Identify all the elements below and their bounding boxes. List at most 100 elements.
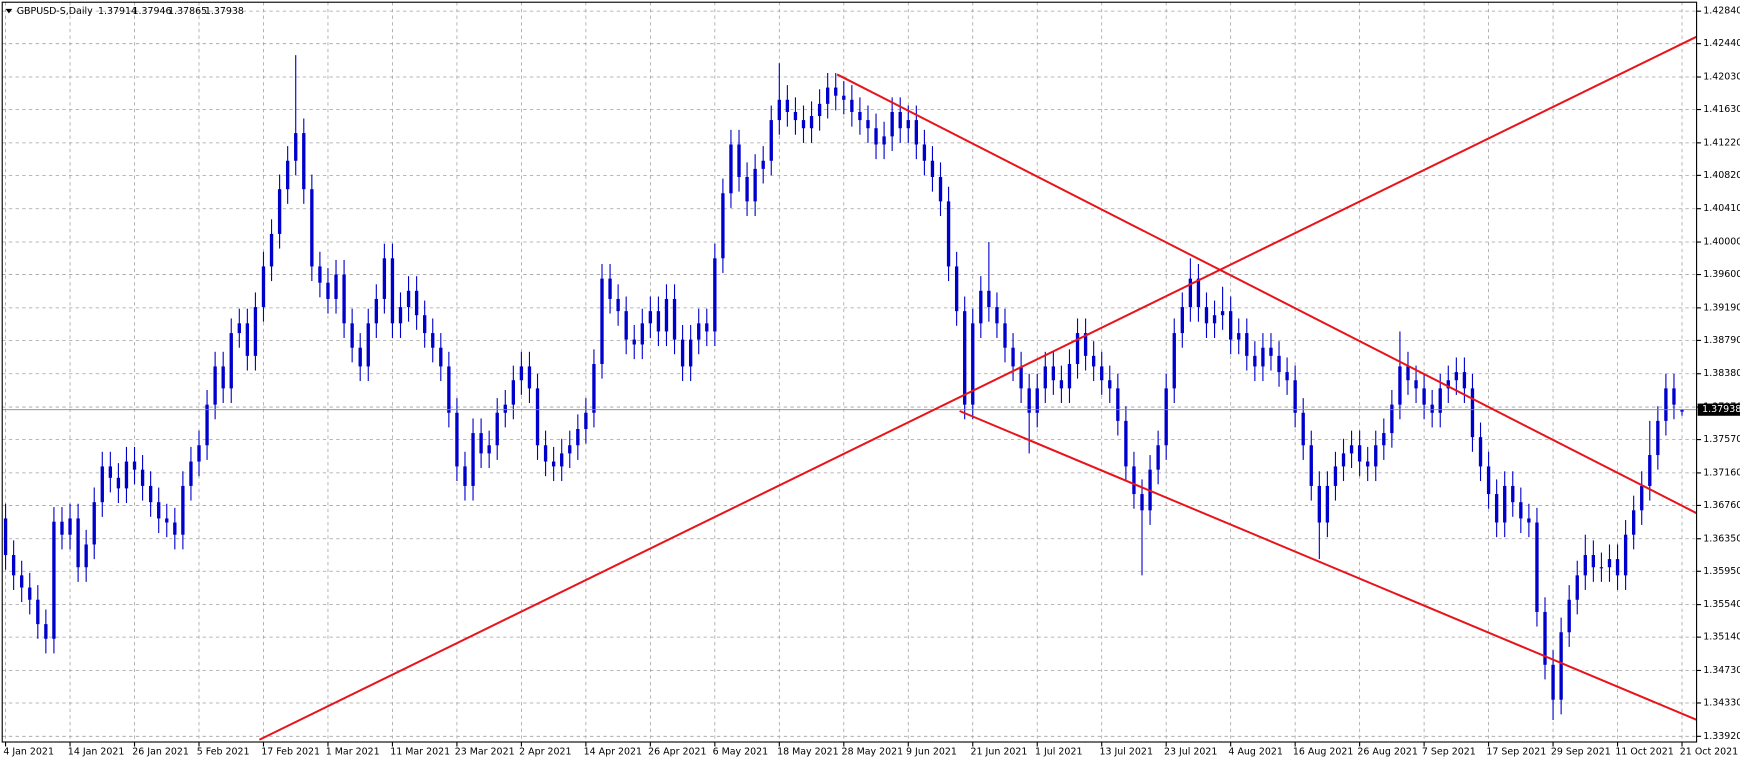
candle-body xyxy=(1648,455,1652,486)
candle-body xyxy=(608,278,612,299)
x-tick-label: 26 Jan 2021 xyxy=(132,747,189,758)
y-tick-label: 1.41630 xyxy=(1703,104,1740,115)
candle-body xyxy=(1043,366,1047,389)
candle-body xyxy=(745,177,749,202)
candle-body xyxy=(20,575,24,588)
y-tick-label: 1.35140 xyxy=(1703,632,1740,643)
candle-body xyxy=(1140,494,1144,511)
candle-body xyxy=(1623,534,1628,576)
candle-body xyxy=(1680,409,1684,412)
candle-body xyxy=(1503,485,1507,523)
x-tick-label: 9 Jun 2021 xyxy=(906,747,957,758)
candle-body xyxy=(342,274,346,324)
x-tick-label: 1 Mar 2021 xyxy=(326,747,380,758)
candle-body xyxy=(890,111,894,137)
x-tick-label: 26 Aug 2021 xyxy=(1357,747,1418,758)
candle-body xyxy=(1406,366,1410,381)
candle-body xyxy=(334,274,338,299)
candle-body xyxy=(36,599,40,625)
candle-body xyxy=(1325,485,1330,523)
x-tick-label: 11 Oct 2021 xyxy=(1615,747,1673,758)
candle-body xyxy=(1075,333,1080,364)
candle-body xyxy=(229,333,233,389)
candle-body xyxy=(1567,599,1571,633)
y-tick-label: 1.40410 xyxy=(1703,203,1740,214)
candle-body xyxy=(3,518,8,556)
candle-body xyxy=(310,189,314,267)
trend-line xyxy=(258,35,1697,741)
candle-body xyxy=(1551,664,1555,700)
candle-body xyxy=(640,323,644,345)
x-tick-label: 29 Sep 2021 xyxy=(1551,747,1611,758)
candle-body xyxy=(922,144,927,161)
trend-line xyxy=(959,410,1697,721)
ohlc-close: 1.37938 xyxy=(205,6,244,17)
candle-body xyxy=(479,433,483,454)
candle-body xyxy=(624,311,628,340)
price-label-box xyxy=(1697,403,1740,416)
grid xyxy=(2,2,1697,743)
candle-body xyxy=(1156,445,1160,470)
candle-body xyxy=(1543,611,1547,665)
candle-body xyxy=(672,298,677,340)
candle-body xyxy=(1486,466,1491,495)
candle-body xyxy=(1583,555,1587,576)
candle-body xyxy=(1672,388,1676,405)
candle-body xyxy=(406,290,411,308)
candle-body xyxy=(414,290,419,316)
candle-body xyxy=(842,95,846,100)
candle-body xyxy=(753,168,757,202)
candle-body xyxy=(1341,453,1346,467)
y-tick-label: 1.36760 xyxy=(1703,500,1740,511)
candle-body xyxy=(1051,366,1056,381)
y-tick-label: 1.38790 xyxy=(1703,335,1740,346)
candle-body xyxy=(1494,494,1499,523)
x-tick-label: 17 Sep 2021 xyxy=(1486,747,1546,758)
candle-body xyxy=(68,518,72,535)
candle-body xyxy=(600,278,604,364)
candle-body xyxy=(1478,437,1483,467)
y-tick-label: 1.39190 xyxy=(1703,302,1740,313)
candle-body xyxy=(1027,388,1031,413)
x-tick-label: 14 Apr 2021 xyxy=(584,747,642,758)
candle-body xyxy=(245,323,250,356)
candle-body xyxy=(423,315,427,334)
candle-body xyxy=(543,445,548,462)
candle-body xyxy=(568,445,572,454)
candle-body xyxy=(1228,311,1233,340)
y-tick-label: 1.35540 xyxy=(1703,599,1740,610)
candle-body xyxy=(1366,461,1370,467)
candle-body xyxy=(938,177,943,202)
candle-body xyxy=(1261,347,1265,367)
candle-body xyxy=(1059,380,1064,389)
ohlc-low: 1.37865 xyxy=(168,6,207,17)
price-label: 1.37938 xyxy=(1702,404,1740,415)
candle-body xyxy=(302,133,306,190)
candle-body xyxy=(1100,366,1104,381)
menu-arrow[interactable] xyxy=(5,8,13,14)
candle-body xyxy=(987,290,991,308)
candle-body xyxy=(946,201,951,267)
candle-body xyxy=(632,339,636,345)
candle-body xyxy=(1559,632,1563,700)
candle-body xyxy=(777,99,781,121)
candle-body xyxy=(1527,518,1531,523)
candle-body xyxy=(318,266,322,283)
y-tick-label: 1.34730 xyxy=(1703,665,1740,676)
x-tick-label: 17 Feb 2021 xyxy=(261,747,320,758)
candle-body xyxy=(1212,315,1217,324)
candle-body xyxy=(455,412,459,467)
x-tick-label: 16 Aug 2021 xyxy=(1293,747,1354,758)
candle-body xyxy=(616,298,620,312)
candle-body xyxy=(285,160,290,190)
candle-body xyxy=(898,111,902,129)
candle-body xyxy=(148,485,153,503)
candle-body xyxy=(326,282,330,299)
candle-body xyxy=(850,99,854,112)
candle-body xyxy=(503,404,507,413)
candle-body xyxy=(1631,510,1636,535)
candle-body xyxy=(1390,404,1394,434)
candle-body xyxy=(1446,380,1450,389)
candle-body xyxy=(1656,420,1660,456)
ohlc-open: 1.37914 xyxy=(98,6,137,17)
